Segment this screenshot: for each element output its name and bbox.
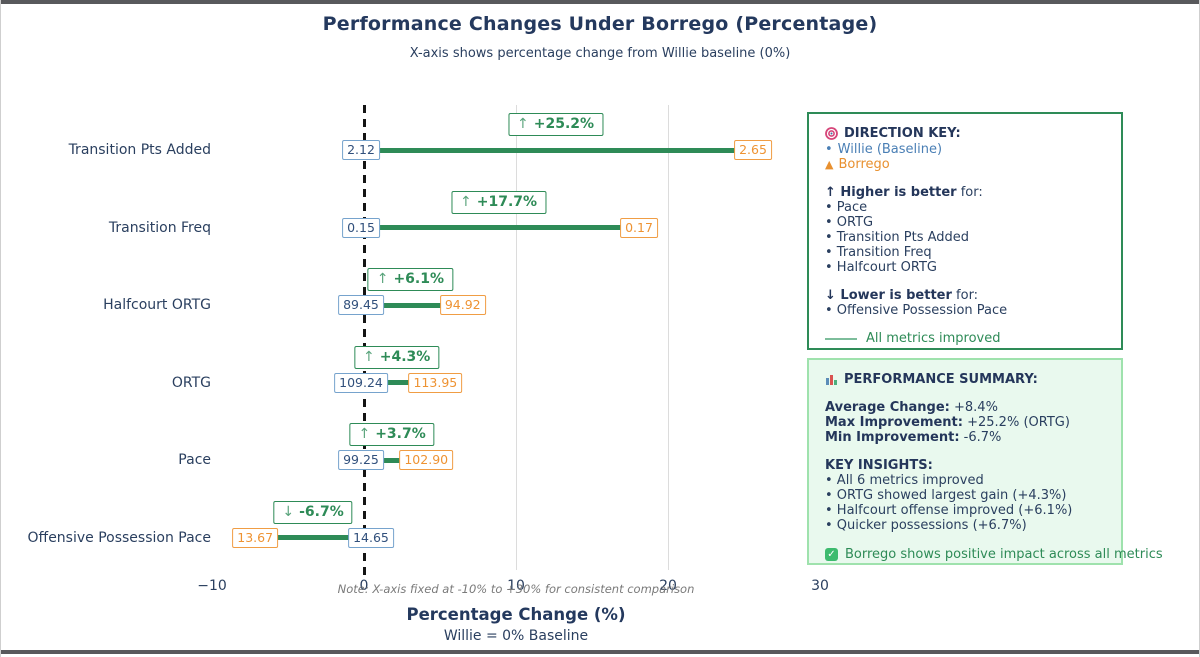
performance-summary-title: PERFORMANCE SUMMARY: bbox=[825, 372, 1105, 387]
change-percent-label: +17.7% bbox=[476, 193, 538, 210]
x-tick-label: 0 bbox=[359, 578, 369, 594]
willie-value-box: 0.15 bbox=[342, 217, 380, 238]
direction-key-panel: DIRECTION KEY: • Willie (Baseline) ▲ Borre… bbox=[807, 112, 1123, 350]
bar-chart-icon bbox=[825, 373, 838, 386]
change-percent-label: +25.2% bbox=[533, 116, 595, 132]
change-annotation: ↑ +6.1% bbox=[367, 268, 454, 291]
change-annotation: ↑ +3.7% bbox=[349, 423, 435, 446]
direction-key-title: DIRECTION KEY: bbox=[825, 126, 1105, 141]
category-label: Pace bbox=[178, 452, 211, 468]
performance-summary-panel: PERFORMANCE SUMMARY: Average Change: +8.… bbox=[807, 358, 1163, 565]
gridline bbox=[667, 105, 669, 570]
list-item: • Offensive Possession Pace bbox=[825, 303, 1008, 318]
category-label: Halfcourt ORTG bbox=[103, 297, 211, 313]
direction-arrow-icon: ↑ bbox=[358, 426, 371, 442]
direction-arrow-icon: ↓ bbox=[282, 503, 295, 520]
x-axis-label: Percentage Change (%) bbox=[406, 605, 626, 624]
x-axis-sublabel: Willie = 0% Baseline bbox=[443, 628, 589, 644]
improved-line-icon bbox=[825, 337, 857, 340]
change-line bbox=[262, 535, 364, 540]
change-line bbox=[364, 380, 430, 385]
list-item: • Halfcourt offense improved (+6.1%) bbox=[825, 503, 1073, 518]
willie-value-box: 99.25 bbox=[338, 450, 384, 470]
summary-footer-text: Borrego shows positive impact across all… bbox=[845, 547, 1163, 562]
legend-item-borrego: ▲ Borrego bbox=[825, 157, 1105, 172]
list-item: • Transition Pts Added bbox=[825, 230, 970, 245]
baseline-zero-line bbox=[362, 105, 366, 578]
summary-stats: Average Change: +8.4% Max Improvement: +… bbox=[825, 400, 1105, 445]
category-label: Transition Freq bbox=[108, 219, 211, 236]
window-bottom-border bbox=[1, 650, 1199, 654]
x-tick-label: 30 bbox=[811, 578, 829, 594]
borrego-value-box: 113.95 bbox=[408, 372, 463, 393]
willie-value-box: 109.24 bbox=[334, 372, 388, 393]
borrego-value-box: 2.65 bbox=[734, 140, 772, 160]
borrego-value-box: 94.92 bbox=[439, 295, 486, 315]
willie-marker-icon: • bbox=[825, 142, 833, 157]
change-annotation: ↑ +25.2% bbox=[507, 113, 604, 136]
list-item: • Pace bbox=[825, 200, 868, 215]
borrego-value-box: 102.90 bbox=[399, 450, 454, 470]
willie-value-box: 2.12 bbox=[342, 140, 380, 160]
change-line bbox=[364, 302, 457, 308]
direction-arrow-icon: ↑ bbox=[363, 348, 375, 365]
change-annotation: ↑ +4.3% bbox=[354, 345, 440, 369]
borrego-marker-icon: ▲ bbox=[825, 158, 834, 171]
willie-value-box: 89.45 bbox=[338, 295, 384, 315]
change-percent-label: +6.1% bbox=[393, 271, 445, 287]
borrego-label: Borrego bbox=[838, 157, 890, 172]
category-label: Transition Pts Added bbox=[68, 142, 211, 158]
higher-better-title: ↑ Higher is better for: bbox=[825, 185, 983, 200]
direction-arrow-icon: ↑ bbox=[376, 271, 389, 287]
stat-max-improvement: Max Improvement: +25.2% (ORTG) bbox=[825, 415, 1070, 430]
lower-better-list: • Offensive Possession Pace bbox=[825, 303, 1105, 318]
list-item: • All 6 metrics improved bbox=[825, 473, 984, 488]
x-tick-label: 10 bbox=[507, 578, 525, 594]
list-item: • Quicker possessions (+6.7%) bbox=[825, 518, 1027, 533]
category-label: ORTG bbox=[171, 374, 211, 391]
performance-summary-title-text: PERFORMANCE SUMMARY: bbox=[844, 372, 1038, 387]
change-percent-label: +4.3% bbox=[379, 348, 431, 365]
list-item: • Transition Freq bbox=[825, 245, 932, 260]
direction-arrow-icon: ↑ bbox=[459, 193, 472, 210]
willie-value-box: 14.65 bbox=[348, 527, 394, 548]
chart-subtitle: X-axis shows percentage change from Will… bbox=[409, 46, 791, 61]
target-icon bbox=[825, 127, 838, 140]
change-line bbox=[364, 457, 421, 463]
x-tick-label: −10 bbox=[197, 578, 227, 594]
willie-label: Willie (Baseline) bbox=[837, 142, 943, 157]
improved-line-legend: All metrics improved bbox=[825, 331, 1105, 346]
higher-better-list: • Pace • ORTG • Transition Pts Added • Tran… bbox=[825, 200, 1105, 275]
key-insights-list: • All 6 metrics improved • ORTG showed la… bbox=[825, 473, 1105, 533]
direction-key-title-text: DIRECTION KEY: bbox=[844, 126, 961, 141]
list-item: • Halfcourt ORTG bbox=[825, 260, 937, 275]
chart-title: Performance Changes Under Borrego (Perce… bbox=[322, 13, 878, 35]
summary-footer: ✓ Borrego shows positive impact across a… bbox=[825, 547, 1163, 562]
change-percent-label: +3.7% bbox=[375, 426, 426, 442]
window-top-border bbox=[1, 0, 1199, 4]
x-tick-label: 20 bbox=[659, 578, 677, 594]
gridline bbox=[515, 105, 517, 570]
direction-arrow-icon: ↑ bbox=[516, 116, 529, 132]
change-percent-label: -6.7% bbox=[299, 503, 344, 520]
key-insights-title: KEY INSIGHTS: bbox=[825, 458, 933, 473]
check-icon: ✓ bbox=[825, 548, 838, 561]
list-item: • ORTG bbox=[825, 215, 874, 230]
stat-min-improvement: Min Improvement: -6.7% bbox=[825, 430, 1002, 445]
change-line bbox=[364, 147, 748, 153]
change-line bbox=[364, 225, 634, 230]
axis-note: Note: X-axis fixed at -10% to +30% for c… bbox=[337, 582, 695, 596]
borrego-value-box: 13.67 bbox=[232, 527, 279, 548]
lower-better-title: ↓ Lower is better for: bbox=[825, 288, 979, 303]
change-annotation: ↑ +17.7% bbox=[450, 190, 547, 214]
category-label: Offensive Possession Pace bbox=[27, 529, 211, 546]
list-item: • ORTG showed largest gain (+4.3%) bbox=[825, 488, 1067, 503]
legend-item-willie: • Willie (Baseline) bbox=[825, 142, 1105, 157]
change-annotation: ↓ -6.7% bbox=[273, 500, 353, 524]
stat-average-change: Average Change: +8.4% bbox=[825, 400, 998, 415]
borrego-value-box: 0.17 bbox=[620, 217, 658, 238]
improved-line-label: All metrics improved bbox=[866, 331, 1001, 346]
